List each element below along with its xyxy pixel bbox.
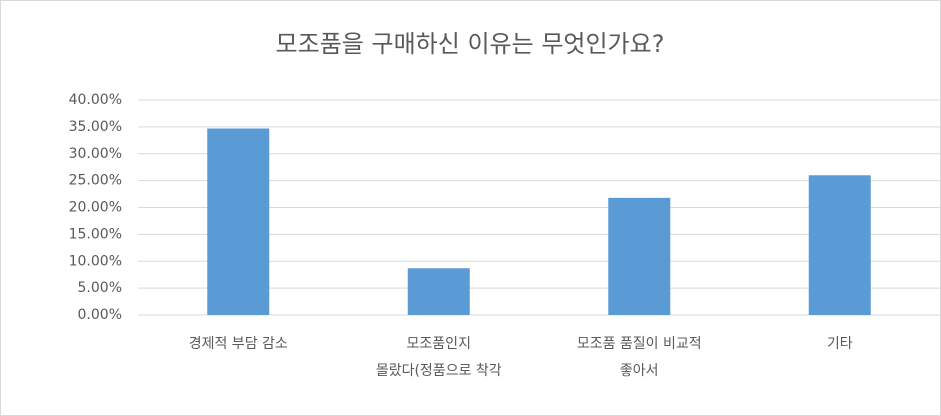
bar [407, 268, 470, 315]
y-tick-label: 35.00% [69, 119, 122, 135]
bar [608, 197, 671, 315]
y-tick-label: 30.00% [69, 146, 122, 162]
x-tick-label: 경제적 부담 감소 [188, 336, 288, 352]
y-tick-label: 15.00% [69, 226, 122, 242]
bar [207, 128, 270, 315]
x-tick-label: 기타 [826, 336, 853, 352]
bar [808, 175, 871, 315]
y-tick-label: 25.00% [69, 173, 122, 189]
chart-title: 모조품을 구매하신 이유는 무엇인가요? [276, 30, 665, 58]
y-tick-label: 0.00% [78, 307, 122, 323]
y-tick-label: 40.00% [69, 92, 122, 108]
y-tick-label: 20.00% [69, 200, 122, 216]
y-tick-label: 10.00% [69, 253, 122, 269]
y-tick-label: 5.00% [78, 280, 122, 296]
x-tick-label: 모조품 품질이 비교적 좋아서 [576, 336, 702, 379]
x-tick-label: 모조품인지 몰랐다(정품으로 착각 [375, 336, 502, 379]
